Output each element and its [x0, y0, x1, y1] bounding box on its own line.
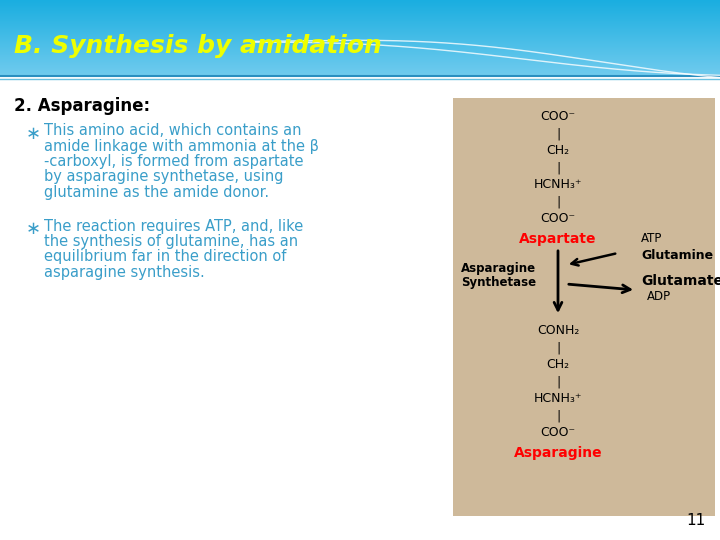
- Text: glutamine as the amide donor.: glutamine as the amide donor.: [44, 185, 269, 200]
- Text: ∗: ∗: [26, 220, 41, 239]
- Text: Synthetase: Synthetase: [461, 276, 536, 289]
- Text: Asparagine: Asparagine: [513, 446, 603, 460]
- Text: Aspartate: Aspartate: [519, 232, 597, 246]
- Text: CH₂: CH₂: [546, 358, 570, 371]
- Text: |: |: [556, 409, 560, 422]
- Text: ATP: ATP: [641, 232, 662, 245]
- Text: Glutamate: Glutamate: [641, 274, 720, 288]
- Text: COO⁻: COO⁻: [541, 212, 575, 225]
- Text: |: |: [556, 127, 560, 140]
- Text: HCNH₃⁺: HCNH₃⁺: [534, 178, 582, 191]
- Text: 11: 11: [687, 513, 706, 528]
- Text: -carboxyl, is formed from aspartate: -carboxyl, is formed from aspartate: [44, 154, 304, 169]
- Text: CH₂: CH₂: [546, 144, 570, 157]
- Text: The reaction requires ATP, and, like: The reaction requires ATP, and, like: [44, 219, 303, 233]
- Text: ∗: ∗: [26, 125, 41, 143]
- Text: HCNH₃⁺: HCNH₃⁺: [534, 392, 582, 405]
- Text: equilibrium far in the direction of: equilibrium far in the direction of: [44, 249, 287, 265]
- Text: by asparagine synthetase, using: by asparagine synthetase, using: [44, 170, 284, 185]
- Text: Glutamine: Glutamine: [641, 249, 713, 262]
- Text: |: |: [556, 161, 560, 174]
- Text: B. Synthesis by amidation: B. Synthesis by amidation: [14, 35, 382, 58]
- Text: |: |: [556, 195, 560, 208]
- Text: ADP: ADP: [647, 290, 671, 303]
- Text: Asparagine: Asparagine: [461, 262, 536, 275]
- Text: the synthesis of glutamine, has an: the synthesis of glutamine, has an: [44, 234, 298, 249]
- Text: COO⁻: COO⁻: [541, 110, 575, 123]
- Text: This amino acid, which contains an: This amino acid, which contains an: [44, 123, 302, 138]
- Text: 2. Asparagine:: 2. Asparagine:: [14, 97, 150, 115]
- FancyBboxPatch shape: [453, 98, 715, 516]
- Text: CONH₂: CONH₂: [537, 324, 579, 337]
- Text: COO⁻: COO⁻: [541, 426, 575, 439]
- Text: asparagine synthesis.: asparagine synthesis.: [44, 265, 204, 280]
- Text: |: |: [556, 341, 560, 354]
- Text: |: |: [556, 375, 560, 388]
- Text: amide linkage with ammonia at the β: amide linkage with ammonia at the β: [44, 138, 319, 153]
